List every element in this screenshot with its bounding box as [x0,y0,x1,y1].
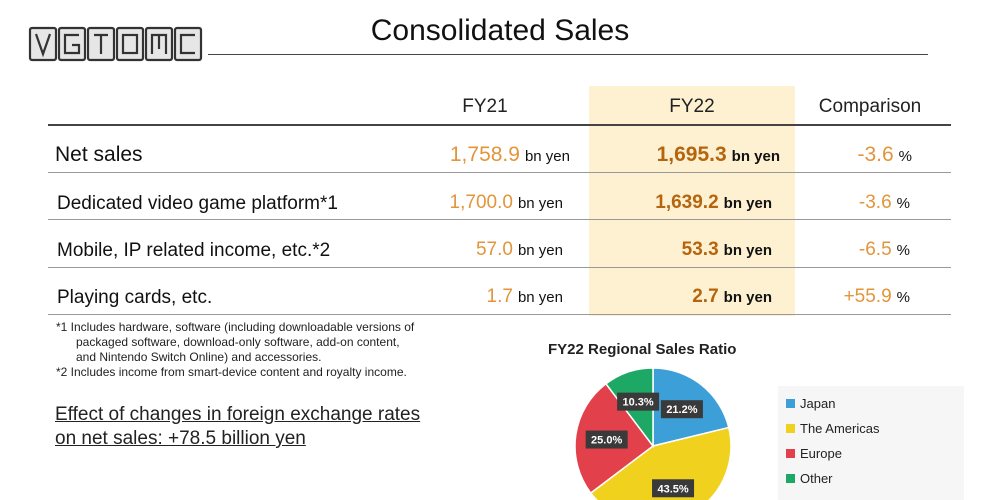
playing-cards-fy22: 2.7 bn yen [692,286,772,307]
legend-item-europe: Europe [786,446,842,461]
mobile-ip-fy22: 53.3 bn yen [681,239,772,260]
chart-legend: Japan The Americas Europe Other [778,386,964,500]
table-header-rule [48,124,951,126]
legend-item-other: Other [786,471,833,486]
legend-label-europe: Europe [800,446,842,461]
pie-label-other: 10.3% [617,392,660,411]
footnote-1-cont: and Nintendo Switch Online) and accessor… [76,350,322,364]
regional-sales-pie-chart: 21.2% 43.5% 25.0% 10.3% [574,367,732,500]
row-label-net-sales: Net sales [55,143,143,166]
row-label-dedicated-platform: Dedicated video game platform*1 [57,193,338,214]
vgtomc-logo [28,26,203,62]
chart-title: FY22 Regional Sales Ratio [548,341,737,358]
row-label-playing-cards: Playing cards, etc. [57,287,213,308]
fx-effect-note: Effect of changes in foreign exchange ra… [55,403,420,451]
pie-label-the-americas: 43.5% [652,479,695,498]
mobile-ip-fy21: 57.0 bn yen [475,239,563,260]
table-row-rule [48,172,951,173]
legend-label-other: Other [800,471,833,486]
footnote-1: *1 Includes hardware, software (includin… [56,320,415,334]
legend-label-japan: Japan [800,396,836,411]
row-label-mobile-ip: Mobile, IP related income, etc.*2 [57,240,331,261]
pie-label-japan: 21.2% [660,400,703,419]
fx-line-2: on net sales: +78.5 billion yen [55,428,306,449]
svg-text:25.0%: 25.0% [591,435,622,447]
net-sales-fy22: 1,695.3 bn yen [656,143,780,166]
footnote-2: *2 Includes income from smart-device con… [56,365,407,379]
column-header-comparison: Comparison [818,96,922,117]
legend-swatch-other [786,474,795,484]
pie-slice-the-americas [589,426,732,500]
title-divider [208,54,928,55]
legend-swatch-the-americas [786,424,795,434]
table-row-rule [48,219,951,220]
mobile-ip-comparison: -6.5% [858,239,910,260]
legend-item-the-americas: The Americas [786,421,879,436]
net-sales-comparison: -3.6% [857,143,912,166]
dedicated-platform-fy22: 1,639.2 bn yen [655,192,772,213]
dedicated-platform-fy21: 1,700.0 bn yen [449,192,563,213]
fx-line-1: Effect of changes in foreign exchange ra… [55,404,421,425]
column-header-fy21: FY21 [462,96,508,117]
svg-text:10.3%: 10.3% [623,397,654,409]
svg-text:21.2%: 21.2% [666,404,697,416]
svg-text:43.5%: 43.5% [657,483,688,495]
dedicated-platform-comparison: -3.6% [858,192,910,213]
table-row-rule [48,267,951,268]
footnote-1-cont: packaged software, download-only softwar… [76,335,400,349]
page-title: Consolidated Sales [370,14,630,47]
legend-item-japan: Japan [786,396,835,411]
footnotes: *1 Includes hardware, software (includin… [56,320,414,380]
legend-label-the-americas: The Americas [800,421,880,436]
playing-cards-fy21: 1.7 bn yen [486,286,563,307]
legend-swatch-japan [786,399,795,409]
table-row-rule [48,314,951,315]
net-sales-fy21: 1,758.9 bn yen [449,143,570,166]
pie-label-europe: 25.0% [585,430,628,449]
playing-cards-comparison: +55.9% [843,286,910,307]
column-header-fy22: FY22 [669,96,715,117]
legend-swatch-europe [786,449,795,459]
